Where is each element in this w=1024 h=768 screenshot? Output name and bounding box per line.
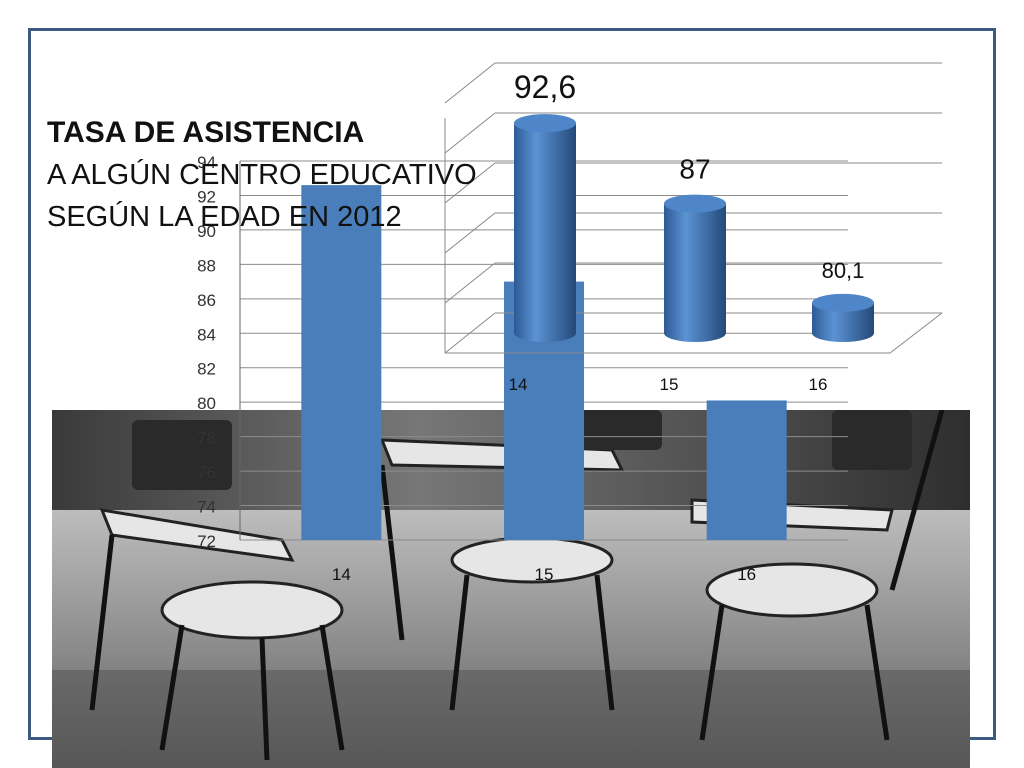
y-tick-label-1: 74 [197, 498, 216, 517]
y-tick-label-6: 84 [197, 325, 216, 344]
y-tick-label-9: 90 [197, 222, 216, 241]
y-tick-label-11: 94 [197, 153, 216, 172]
y-tick-label-3: 78 [197, 429, 216, 448]
data-label-14: 92,6 [514, 69, 576, 105]
classroom-photo [52, 410, 970, 768]
data-label-15: 87 [679, 154, 710, 185]
data-label-16: 80,1 [822, 258, 865, 283]
chart-subtitle-line1: A ALGÚN CENTRO EDUCATIVO [47, 159, 477, 191]
cylinder-14 [514, 123, 576, 342]
cylinder-15 [664, 203, 726, 342]
cylinder-top-16 [812, 293, 874, 312]
cylinder-top-14 [514, 114, 576, 133]
cylinder-16 [812, 302, 874, 342]
x-tick-label-16: 16 [737, 565, 756, 584]
y-tick-label-2: 76 [197, 463, 216, 482]
cyl-x-tick-label-15: 15 [660, 375, 679, 394]
chart-subtitle-line2: SEGÚN LA EDAD EN 2012 [47, 201, 402, 233]
y-tick-label-5: 82 [197, 360, 216, 379]
cyl-gridline-side-1 [444, 262, 496, 304]
x-tick-label-15: 15 [535, 565, 554, 584]
y-tick-label-7: 86 [197, 291, 216, 310]
bar-16 [706, 400, 787, 540]
cyl-gridline-side-4 [444, 112, 496, 154]
y-tick-label-10: 92 [197, 187, 216, 206]
chart-title: TASA DE ASISTENCIA [47, 116, 365, 149]
y-tick-label-4: 80 [197, 394, 216, 413]
cyl-gridline-side-2 [444, 212, 496, 254]
x-tick-label-14: 14 [332, 565, 351, 584]
y-tick-label-8: 88 [197, 256, 216, 275]
cyl-x-tick-label-16: 16 [809, 375, 828, 394]
cyl-gridline-side-0 [444, 312, 496, 354]
bar-14 [301, 185, 382, 541]
cyl-gridline-side-3 [444, 162, 496, 204]
cyl-gridline-side-5 [444, 62, 496, 104]
cylinder-top-15 [664, 194, 726, 213]
chart-title-block: TASA DE ASISTENCIA A ALGÚN CENTRO EDUCAT… [47, 112, 477, 238]
y-tick-label-0: 72 [197, 532, 216, 551]
cyl-x-tick-label-14: 14 [509, 375, 528, 394]
cyl-floor-right [889, 312, 943, 354]
